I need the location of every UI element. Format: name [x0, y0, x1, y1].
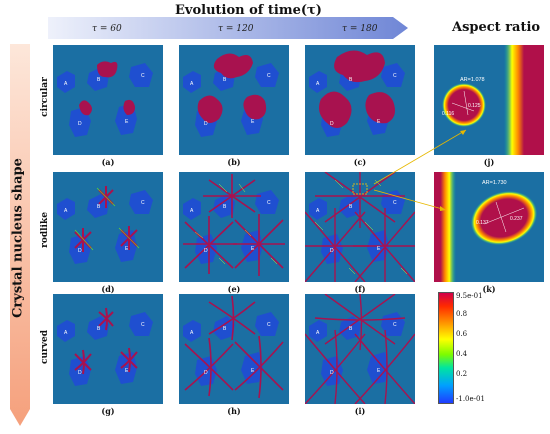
colorbar-tick-0-8: 0.8: [456, 310, 468, 318]
aspect-ratio-title: Aspect ratio: [452, 20, 541, 35]
colorbar-tick-0-6: 0.6: [456, 330, 468, 338]
time-arrow: [48, 17, 408, 39]
colorbar-tick-0-4: 0.4: [456, 350, 468, 358]
caption-j: (j): [483, 157, 495, 167]
colorbar-max-label: 9.5e-01: [456, 292, 483, 300]
caption-b: (b): [227, 157, 241, 167]
tau-label-60: τ = 60: [92, 24, 122, 34]
length-j-2: 0.125: [468, 103, 481, 109]
panel-g: [53, 294, 163, 404]
panel-c: [305, 45, 415, 155]
colorbar: [438, 292, 454, 404]
caption-d: (d): [101, 284, 115, 294]
colorbar-tick-0-2: 0.2: [456, 370, 468, 378]
colorbar-min-label: -1.0e-01: [456, 395, 485, 403]
aspect-ratio-k: AR=1.730: [482, 180, 507, 186]
caption-c: (c): [353, 157, 367, 167]
tau-label-180: τ = 180: [342, 24, 378, 34]
length-j-1: 0.116: [442, 111, 455, 117]
panel-a: [53, 45, 163, 155]
caption-g: (g): [101, 406, 115, 416]
caption-a: (a): [101, 157, 115, 167]
length-k-1: 0.137: [476, 220, 489, 226]
zoom-panel-k: AR=1.730 0.137 0.237: [434, 172, 544, 282]
panel-b: [179, 45, 289, 155]
time-evolution-title: Evolution of time(τ): [175, 3, 322, 18]
panel-d: [53, 172, 163, 282]
panel-f: [305, 172, 415, 282]
caption-i: (i): [354, 406, 366, 416]
caption-f: (f): [354, 284, 366, 294]
zoom-panel-j: AR=1.078 0.116 0.125: [434, 45, 544, 155]
length-k-2: 0.237: [510, 216, 523, 222]
panel-e: [179, 172, 289, 282]
tau-label-120: τ = 120: [218, 24, 254, 34]
caption-e: (e): [227, 284, 241, 294]
aspect-ratio-j: AR=1.078: [460, 77, 485, 83]
panel-i: [305, 294, 415, 404]
nucleus-shape-arrow: [10, 44, 30, 426]
caption-k: (k): [482, 284, 496, 294]
caption-h: (h): [227, 406, 241, 416]
panel-h: [179, 294, 289, 404]
